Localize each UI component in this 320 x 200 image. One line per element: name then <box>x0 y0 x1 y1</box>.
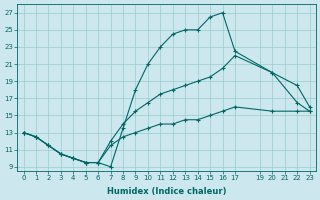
X-axis label: Humidex (Indice chaleur): Humidex (Indice chaleur) <box>107 187 226 196</box>
